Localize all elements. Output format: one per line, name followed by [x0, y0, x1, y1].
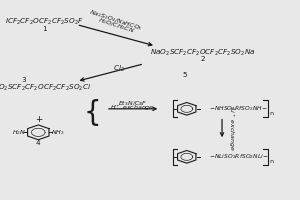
Text: n: n: [269, 159, 273, 164]
Text: Cl$_2$: Cl$_2$: [113, 64, 125, 74]
Text: H$_2$O/CH$_3$CN: H$_2$O/CH$_3$CN: [97, 16, 135, 36]
Text: {: {: [84, 99, 101, 127]
Text: H$^+$ exchange: H$^+$ exchange: [110, 103, 154, 113]
Text: ICF$_2$CF$_2$OCF$_2$CF$_2$SO$_2$F: ICF$_2$CF$_2$OCF$_2$CF$_2$SO$_2$F: [5, 17, 84, 27]
Text: ClO$_2$SCF$_2$CF$_2$OCF$_2$CF$_2$SO$_2$Cl: ClO$_2$SCF$_2$CF$_2$OCF$_2$CF$_2$SO$_2$C…: [0, 83, 92, 93]
Text: $-$NHSO$_2$RfSO$_2$NH$-$: $-$NHSO$_2$RfSO$_2$NH$-$: [209, 104, 267, 113]
Text: Et$_3$N/CsF: Et$_3$N/CsF: [118, 100, 147, 108]
Text: 3: 3: [21, 77, 26, 83]
Text: NH$_2$: NH$_2$: [50, 128, 64, 137]
Text: 2: 2: [201, 56, 205, 62]
Text: 5: 5: [183, 72, 188, 78]
Text: +: +: [35, 115, 42, 124]
Text: Na$_2$S$_2$O$_4$/NaHCO$_3$: Na$_2$S$_2$O$_4$/NaHCO$_3$: [88, 8, 144, 33]
Text: NaO$_2$SCF$_2$CF$_2$OCF$_2$CF$_2$SO$_2$Na: NaO$_2$SCF$_2$CF$_2$OCF$_2$CF$_2$SO$_2$N…: [150, 48, 256, 58]
Text: $-$NLiSO$_2$RfSO$_2$NLi$-$: $-$NLiSO$_2$RfSO$_2$NLi$-$: [209, 152, 268, 161]
Text: Li$^+$ exchange: Li$^+$ exchange: [226, 106, 236, 151]
Text: n: n: [269, 111, 273, 116]
Text: 4: 4: [36, 140, 40, 146]
Text: 1: 1: [42, 26, 46, 32]
Text: H$_2$N: H$_2$N: [12, 128, 26, 137]
